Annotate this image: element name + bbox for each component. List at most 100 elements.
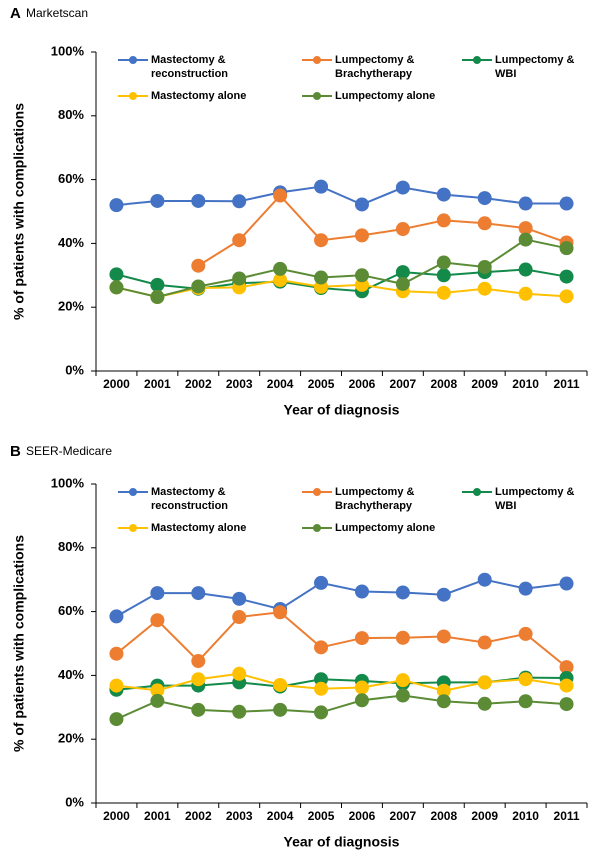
- x-tick-label: 2006: [349, 809, 376, 823]
- legend-item: Lumpectomy & Brachytherapy: [335, 54, 415, 80]
- data-point: [273, 261, 288, 276]
- legend-marker: [129, 56, 137, 64]
- legend-label: Mastectomy & reconstruction: [151, 54, 229, 80]
- legend-marker: [313, 92, 321, 100]
- data-point: [314, 705, 329, 720]
- series-line: [115, 578, 567, 618]
- data-point: [232, 610, 247, 625]
- data-point: [477, 572, 492, 587]
- series-line: [116, 268, 567, 293]
- x-tick-label: 2006: [349, 377, 376, 391]
- legend-marker: [473, 488, 481, 496]
- data-point: [150, 193, 165, 208]
- data-point: [477, 675, 492, 690]
- y-tick-label: 20%: [58, 731, 84, 746]
- data-point: [273, 273, 288, 288]
- data-point: [477, 696, 492, 711]
- data-point: [436, 629, 451, 644]
- x-tick-label: 2004: [267, 377, 294, 391]
- legend-marker: [313, 56, 321, 64]
- legend-label: Lumpectomy & Brachytherapy: [335, 486, 415, 512]
- legend-label: Lumpectomy alone: [335, 90, 436, 102]
- x-tick-label: 2005: [308, 377, 335, 391]
- data-point: [273, 702, 288, 717]
- data-point: [518, 694, 533, 709]
- data-point: [559, 196, 574, 211]
- panel-label: B: [10, 443, 21, 460]
- data-point: [354, 631, 369, 646]
- data-point: [109, 678, 124, 693]
- legend-marker: [129, 488, 137, 496]
- y-tick-label: 0%: [65, 362, 84, 377]
- legend-item: Lumpectomy & WBI: [495, 486, 574, 512]
- x-axis-label: Year of diagnosis: [284, 834, 400, 850]
- data-point: [109, 712, 124, 727]
- data-point: [191, 279, 206, 294]
- series-line: [116, 185, 567, 207]
- x-tick-label: 2002: [185, 809, 212, 823]
- data-point: [314, 640, 329, 655]
- data-point: [436, 268, 451, 283]
- series-line: [197, 194, 567, 267]
- series-line: [116, 672, 567, 692]
- data-point: [354, 197, 369, 212]
- data-point: [232, 271, 247, 286]
- legend-item: Lumpectomy alone: [335, 90, 436, 102]
- series-line: [116, 279, 567, 299]
- data-point: [109, 646, 124, 661]
- x-tick-label: 2007: [390, 809, 417, 823]
- data-point: [314, 672, 329, 687]
- data-point: [109, 609, 124, 624]
- data-point: [477, 191, 492, 206]
- data-point: [232, 591, 247, 606]
- y-tick-label: 100%: [51, 43, 85, 58]
- series-line: [116, 694, 567, 721]
- data-point: [518, 672, 533, 687]
- legend-label: Mastectomy alone: [151, 90, 247, 102]
- chart-title: SEER-Medicare: [26, 444, 112, 458]
- y-tick-label: 60%: [58, 171, 84, 186]
- legend-label: Lumpectomy & Brachytherapy: [335, 54, 415, 80]
- chart-title: Marketscan: [26, 6, 88, 20]
- data-point: [559, 241, 574, 256]
- x-tick-label: 2010: [512, 809, 539, 823]
- data-point: [518, 221, 533, 236]
- data-point: [559, 697, 574, 712]
- x-tick-label: 2001: [144, 377, 171, 391]
- data-point: [191, 258, 206, 273]
- x-tick-label: 2001: [144, 809, 171, 823]
- data-point: [436, 285, 451, 300]
- data-point: [273, 677, 288, 692]
- data-point: [232, 704, 247, 719]
- data-point: [518, 262, 533, 277]
- legend-marker: [129, 524, 137, 532]
- panel-label: A: [10, 5, 21, 22]
- x-tick-label: 2005: [308, 809, 335, 823]
- data-point: [191, 654, 206, 669]
- data-point: [273, 605, 288, 620]
- data-point: [436, 587, 451, 602]
- x-tick-label: 2003: [226, 377, 253, 391]
- legend-label: Mastectomy & reconstruction: [151, 486, 229, 512]
- data-point: [477, 281, 492, 296]
- data-point: [150, 693, 165, 708]
- y-tick-label: 0%: [65, 794, 84, 809]
- y-tick-label: 80%: [58, 107, 84, 122]
- data-point: [314, 233, 329, 248]
- legend-item: Lumpectomy & WBI: [495, 54, 574, 80]
- data-point: [354, 584, 369, 599]
- legend-label: Lumpectomy alone: [335, 522, 436, 534]
- data-point: [150, 613, 165, 628]
- data-point: [518, 196, 533, 211]
- legend-item: Lumpectomy alone: [335, 522, 436, 534]
- data-point: [477, 635, 492, 650]
- x-tick-label: 2009: [471, 377, 498, 391]
- x-tick-label: 2009: [471, 809, 498, 823]
- data-point: [191, 672, 206, 687]
- x-tick-label: 2008: [430, 809, 457, 823]
- series-line: [116, 238, 567, 299]
- data-point: [232, 194, 247, 209]
- data-point: [354, 228, 369, 243]
- data-point: [354, 680, 369, 695]
